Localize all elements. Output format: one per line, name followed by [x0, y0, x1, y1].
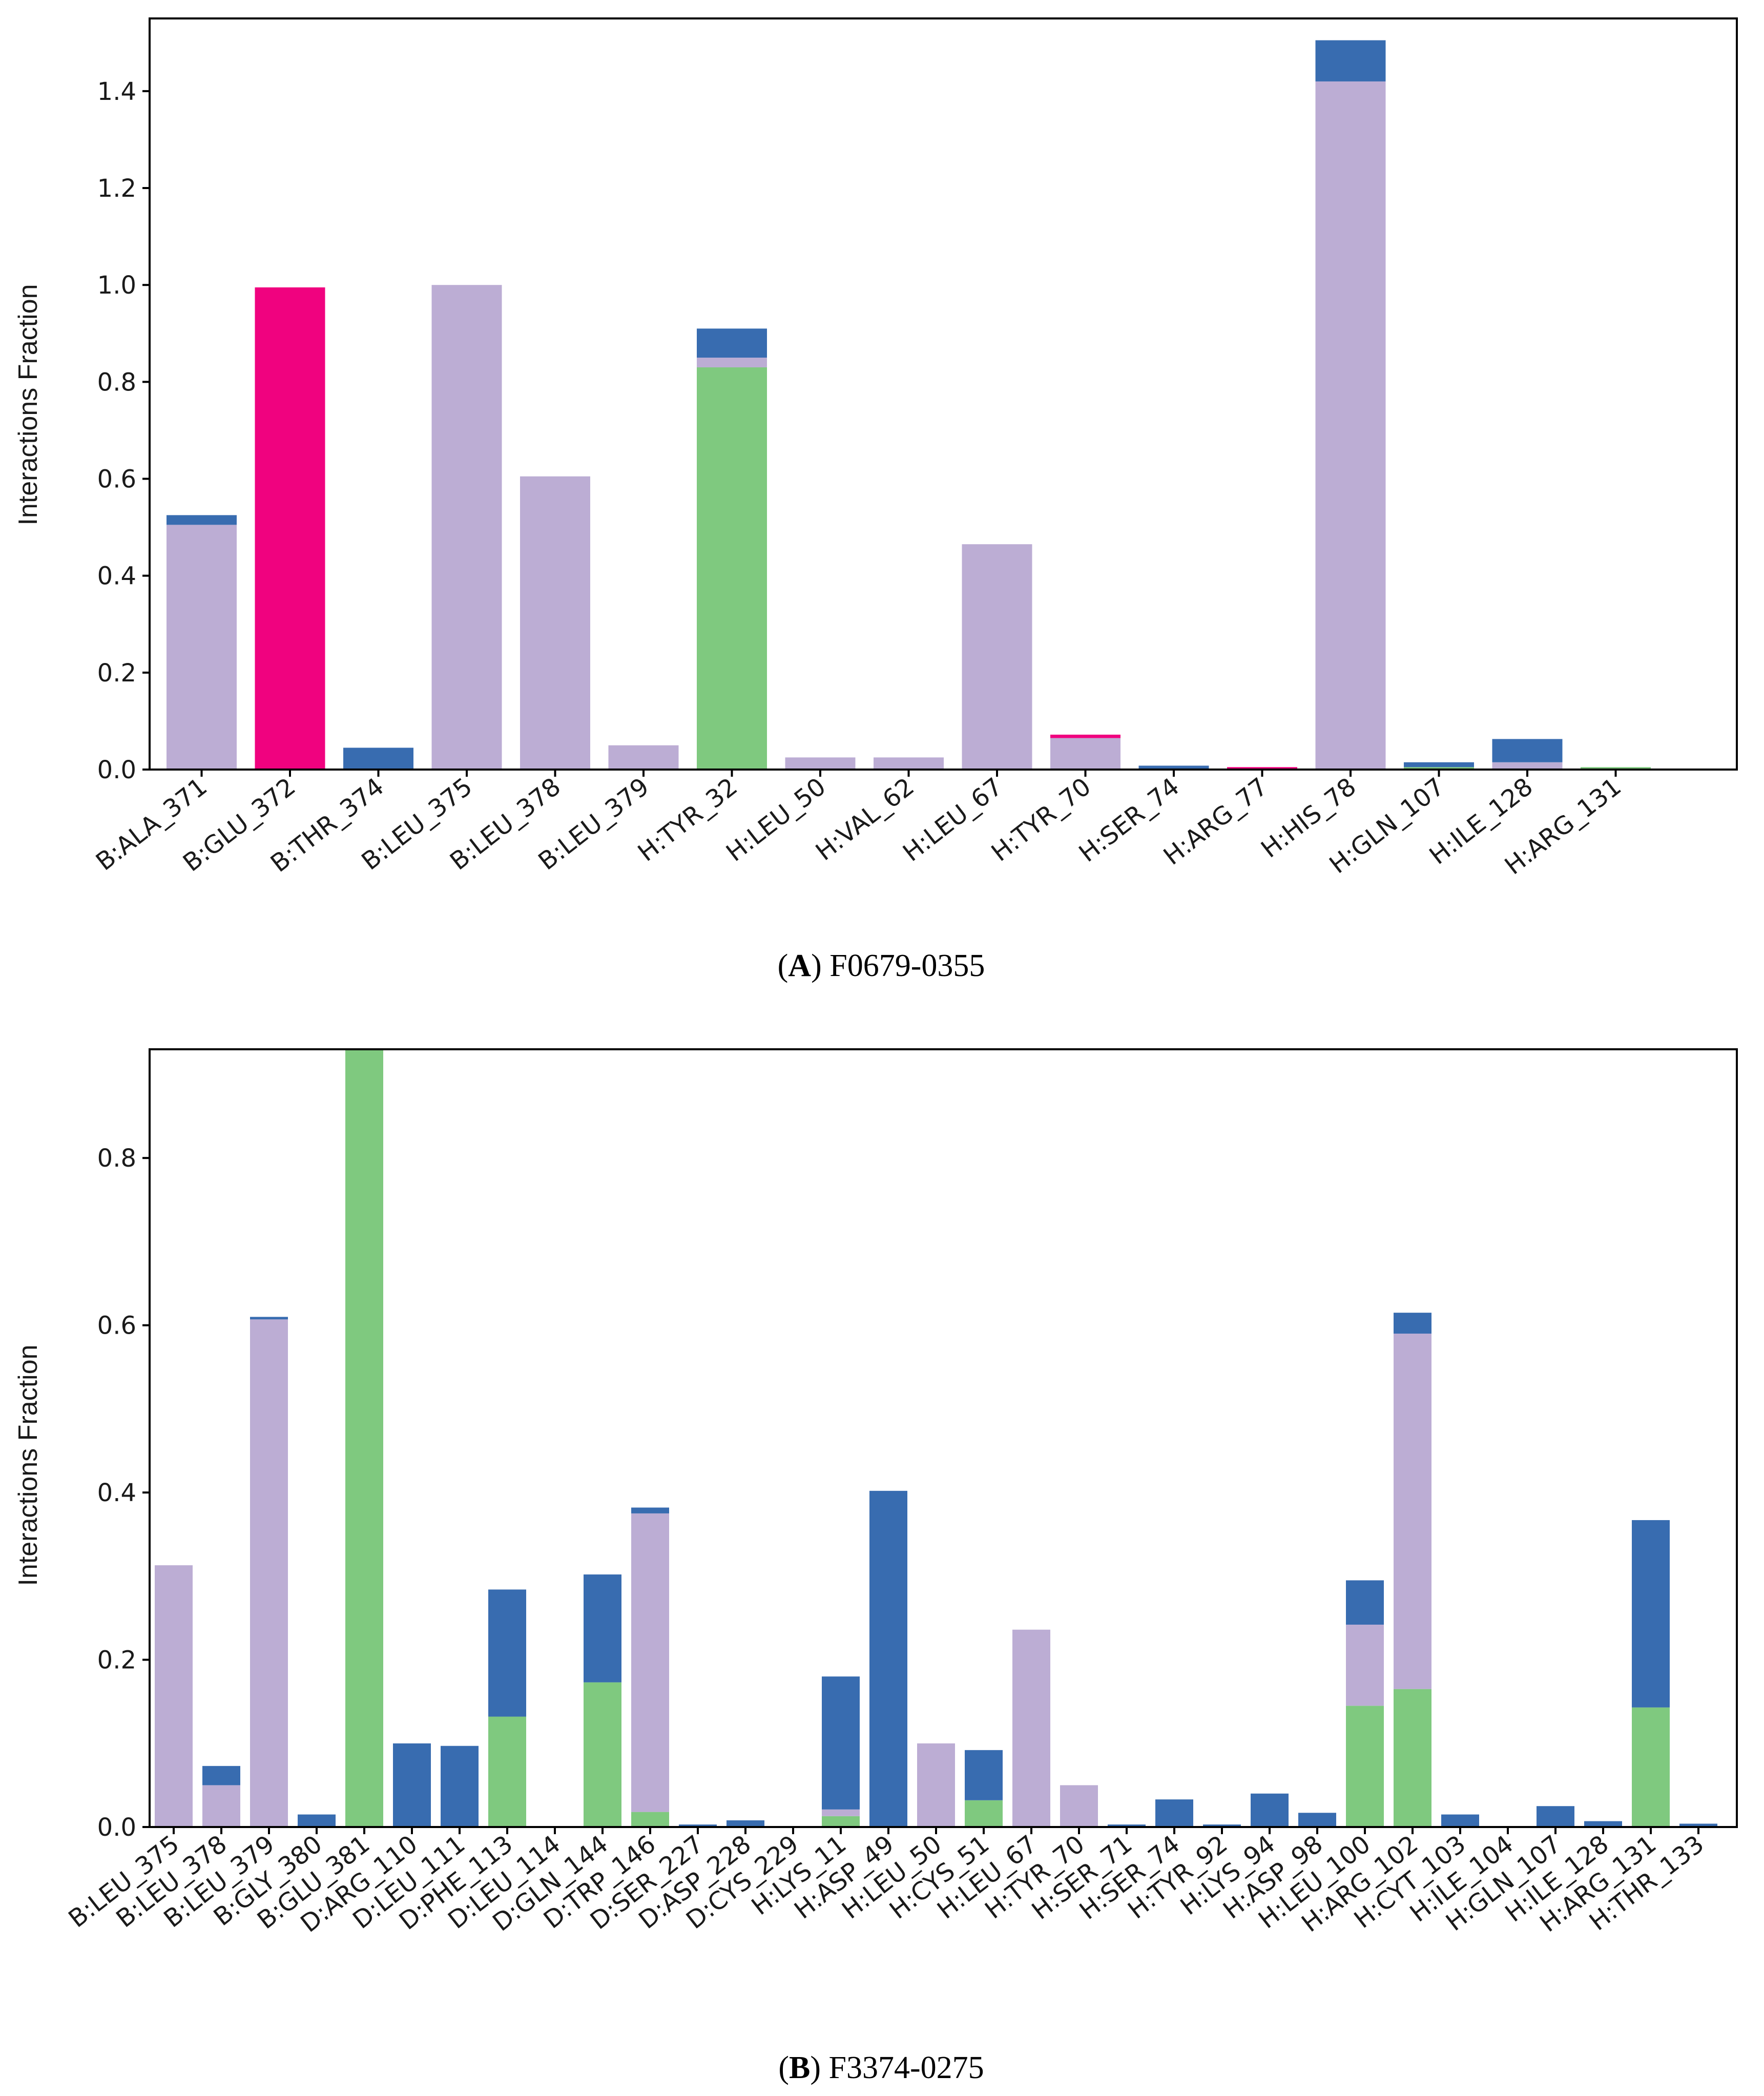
panel-a-bar-ionic-h-arg-77 — [1227, 767, 1297, 770]
panel-b-bar-hydrophobic-b-leu-375 — [155, 1565, 193, 1827]
panel-b-bar-water-bridge-d-trp-146 — [631, 1507, 669, 1513]
panel-a-bar-hydrophobic-h-tyr-32 — [697, 358, 767, 367]
panel-a-caption: (A) F0679-0355 — [778, 948, 985, 983]
panel-a-bar-ionic-h-tyr-70 — [1050, 734, 1120, 738]
panel-a-bar-water-bridge-b-ala-371 — [167, 515, 237, 525]
panel-b-bar-water-bridge-h-lys-11 — [822, 1676, 860, 1810]
panel-b-bar-h-bond-d-gln-144 — [584, 1682, 621, 1827]
panel-a-bar-water-bridge-h-ser-74 — [1138, 765, 1209, 770]
panel-b-bar-water-bridge-d-leu-111 — [441, 1746, 479, 1827]
panel-b-bar-water-bridge-h-arg-102 — [1394, 1313, 1431, 1334]
panel-a-bar-ionic-b-glu-372 — [255, 287, 325, 770]
panel-b-bar-water-bridge-d-gln-144 — [584, 1574, 621, 1683]
panel-b-bar-water-bridge-b-leu-378 — [202, 1766, 240, 1786]
panel-a-bar-h-bond-h-arg-131 — [1581, 767, 1651, 770]
panel-a-ytick-label: 0.0 — [97, 756, 136, 784]
panel-b-ytick-label: 0.4 — [97, 1479, 136, 1507]
panel-b-bar-water-bridge-h-cyt-103 — [1441, 1814, 1479, 1827]
panel-a-bar-hydrophobic-b-leu-378 — [520, 476, 590, 770]
panel-b-bar-h-bond-h-arg-102 — [1394, 1689, 1431, 1827]
panel-b-bar-water-bridge-b-leu-379 — [250, 1317, 288, 1320]
panel-b-bar-water-bridge-h-asp-49 — [869, 1490, 907, 1827]
panel-b-ytick-label: 0.0 — [97, 1813, 136, 1842]
panel-a-bar-water-bridge-h-gln-107 — [1404, 762, 1474, 767]
panel-b-bar-water-bridge-h-lys-94 — [1251, 1793, 1289, 1827]
panel-b-plot-frame — [149, 1048, 1738, 1828]
panel-a-ytick-label: 0.2 — [97, 659, 136, 688]
panel-a-bar-hydrophobic-h-leu-50 — [785, 757, 856, 770]
panel-a-ylabel: Interactions Fraction — [13, 284, 43, 525]
panel-b-bar-hydrophobic-h-leu-50 — [917, 1743, 955, 1827]
panel-b-bar-h-bond-d-trp-146 — [631, 1812, 669, 1827]
panel-b-bar-h-bond-d-phe-113 — [488, 1716, 526, 1827]
panel-a-bar-hydrophobic-b-ala-371 — [167, 525, 237, 770]
panel-b-bar-water-bridge-b-gly-380 — [298, 1814, 336, 1827]
panel-a-bar-hydrophobic-h-ile-128 — [1492, 762, 1563, 770]
panel-a-ytick-label: 0.8 — [97, 368, 136, 397]
panel-b-ytick-label: 0.6 — [97, 1312, 136, 1340]
panel-a-ytick-label: 1.0 — [97, 271, 136, 300]
panel-b-bar-water-bridge-h-cys-51 — [965, 1750, 1003, 1800]
panel-b-bar-water-bridge-d-phe-113 — [488, 1589, 526, 1717]
panel-a-plot-frame — [149, 17, 1738, 771]
panel-b-bar-h-bond-h-lys-11 — [822, 1816, 860, 1827]
panel-b-bar-hydrophobic-b-leu-379 — [250, 1319, 288, 1827]
panel-b-bar-hydrophobic-h-arg-102 — [1394, 1333, 1431, 1689]
panel-b-bar-water-bridge-h-ser-71 — [1108, 1824, 1146, 1827]
panel-a-bar-h-bond-h-tyr-32 — [697, 367, 767, 770]
panel-a-bar-hydrophobic-h-his-78 — [1315, 81, 1386, 770]
panel-b-bar-hydrophobic-h-tyr-70 — [1060, 1785, 1098, 1827]
panel-b-bar-water-bridge-h-arg-131 — [1632, 1520, 1670, 1708]
panel-b: Interactions Fraction 0.00.20.40.60.8 B:… — [13, 1048, 1738, 2085]
panel-a-bar-water-bridge-h-his-78 — [1315, 40, 1386, 81]
panel-b-bar-water-bridge-h-leu-100 — [1346, 1580, 1384, 1625]
panel-b-bar-h-bond-b-glu-381 — [345, 1049, 383, 1827]
panel-b-bar-water-bridge-h-ile-128 — [1584, 1821, 1622, 1827]
panel-b-bar-water-bridge-h-gln-107 — [1537, 1806, 1574, 1827]
panel-a-caption-letter: A — [788, 948, 811, 983]
panel-b-bar-water-bridge-d-arg-110 — [393, 1743, 431, 1827]
panel-b-bar-hydrophobic-h-leu-100 — [1346, 1624, 1384, 1706]
panel-a-bar-h-bond-h-gln-107 — [1404, 767, 1474, 770]
panel-b-bar-hydrophobic-h-lys-11 — [822, 1809, 860, 1816]
panel-b-caption-text: F3374-0275 — [829, 2050, 984, 2085]
panel-b-ylabel: Interactions Fraction — [13, 1344, 43, 1586]
panel-a-ytick-label: 0.4 — [97, 562, 136, 591]
panel-b-caption-letter: B — [789, 2050, 810, 2085]
panel-a-bar-water-bridge-b-thr-374 — [343, 748, 413, 770]
panel-a-bar-hydrophobic-h-val-62 — [874, 757, 944, 770]
panel-b-bar-hydrophobic-h-leu-67 — [1012, 1629, 1050, 1827]
panel-b-ytick-label: 0.2 — [97, 1646, 136, 1675]
panel-a-caption-text: F0679-0355 — [829, 948, 985, 983]
panel-a-bar-hydrophobic-b-leu-375 — [431, 285, 502, 770]
panel-a-ytick-label: 1.4 — [97, 77, 136, 106]
panel-a-bar-hydrophobic-h-leu-67 — [962, 544, 1032, 770]
panel-b-bar-h-bond-h-arg-131 — [1632, 1707, 1670, 1827]
panel-b-bar-h-bond-h-cys-51 — [965, 1800, 1003, 1827]
panel-b-ytick-label: 0.8 — [97, 1144, 136, 1173]
panel-a-ytick-label: 0.6 — [97, 465, 136, 494]
panel-b-bar-h-bond-h-leu-100 — [1346, 1706, 1384, 1827]
panel-b-bar-water-bridge-d-asp-228 — [727, 1820, 764, 1827]
panel-b-bar-water-bridge-h-thr-133 — [1679, 1823, 1717, 1827]
panel-b-caption: (B) F3374-0275 — [778, 2050, 984, 2085]
panel-b-bar-water-bridge-h-tyr-92 — [1203, 1824, 1241, 1827]
panel-a-bar-hydrophobic-b-leu-379 — [608, 745, 679, 770]
panel-b-bar-water-bridge-h-ser-74 — [1155, 1799, 1193, 1827]
panel-b-bar-water-bridge-h-asp-98 — [1298, 1813, 1336, 1827]
panel-a-bar-hydrophobic-h-tyr-70 — [1050, 738, 1120, 770]
panel-b-bar-hydrophobic-b-leu-378 — [202, 1785, 240, 1827]
panel-a-ytick-label: 1.2 — [97, 174, 136, 203]
panel-a-bar-water-bridge-h-tyr-32 — [697, 328, 767, 358]
panel-b-bar-water-bridge-d-ser-227 — [679, 1824, 717, 1827]
panel-b-bar-hydrophobic-d-trp-146 — [631, 1513, 669, 1812]
panel-a-bar-water-bridge-h-ile-128 — [1492, 739, 1563, 762]
